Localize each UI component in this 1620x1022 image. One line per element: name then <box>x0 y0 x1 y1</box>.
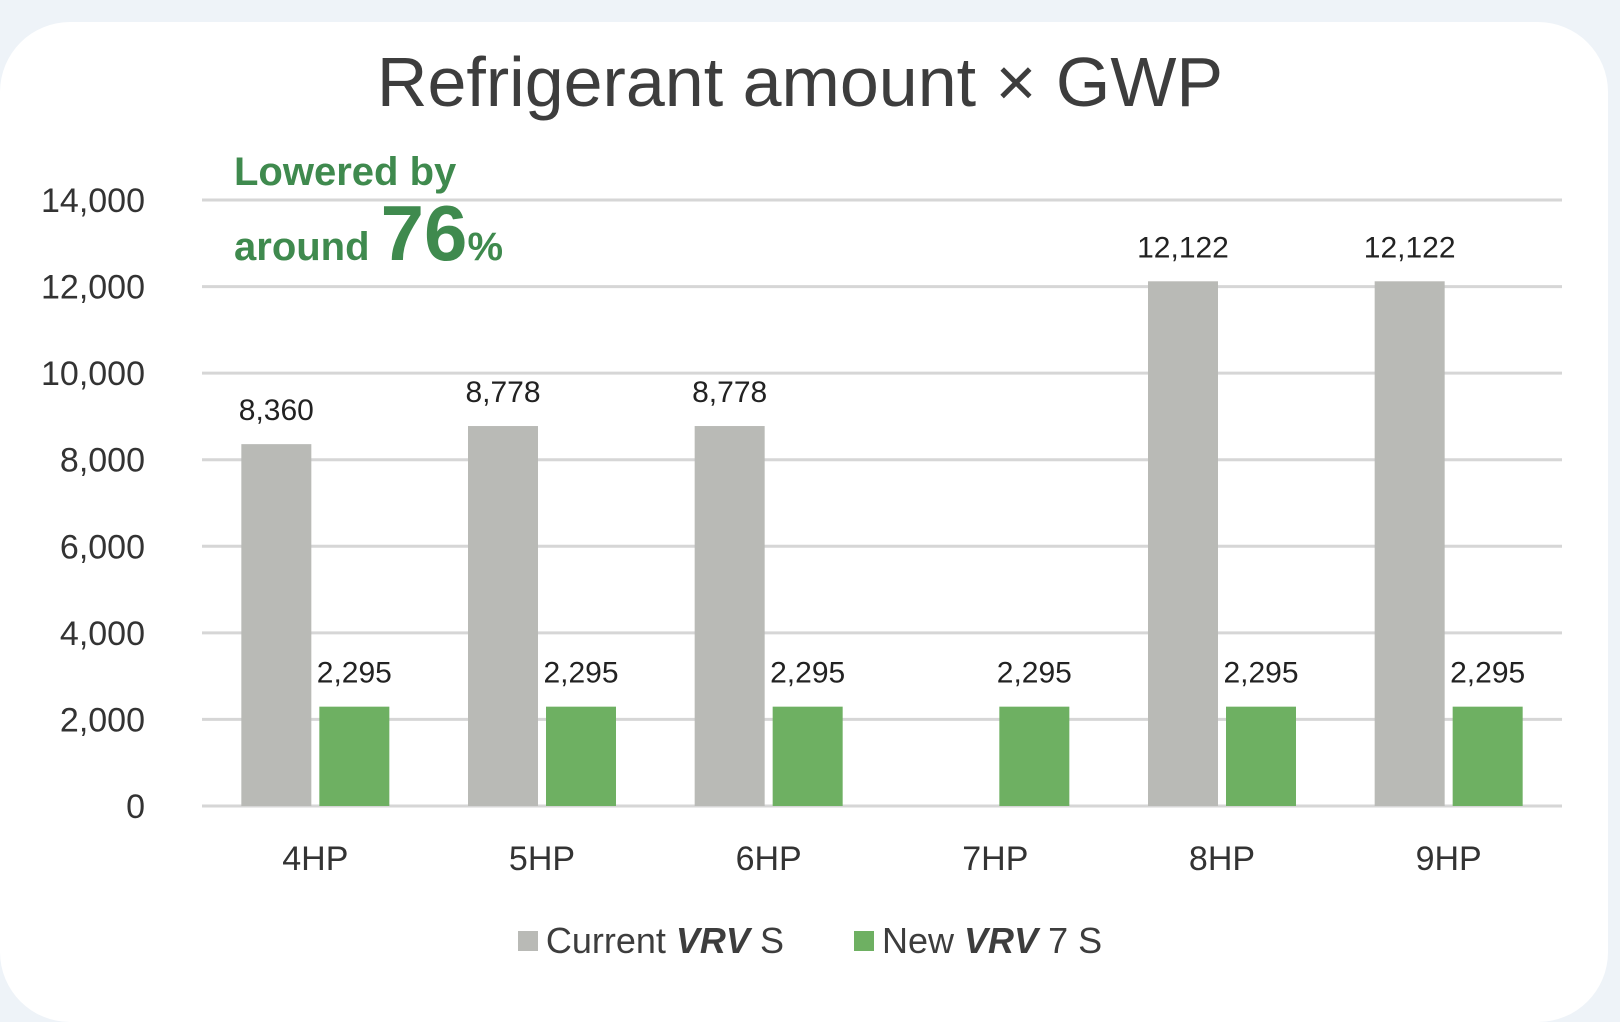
data-label: 2,295 <box>1450 657 1525 690</box>
bar <box>1452 706 1523 806</box>
bar <box>319 706 390 806</box>
callout-prefix: around <box>234 225 370 269</box>
y-tick-label: 10,000 <box>41 355 145 393</box>
y-tick-label: 4,000 <box>60 615 145 653</box>
data-label: 12,122 <box>1137 231 1229 264</box>
data-label: 2,295 <box>997 657 1072 690</box>
legend-label-suffix: 7 S <box>1048 920 1103 962</box>
legend-swatch-current <box>517 930 538 951</box>
bar <box>468 426 538 806</box>
legend-label-prefix: New <box>882 920 955 962</box>
bar <box>1374 281 1445 807</box>
y-tick-label: 2,000 <box>60 701 145 739</box>
chart-legend: Current VRV S New VRV 7 S <box>0 918 1620 962</box>
legend-item-new: New VRV 7 S <box>854 920 1102 962</box>
x-tick-label: 4HP <box>282 840 348 878</box>
bar <box>241 444 312 806</box>
x-tick-label: 9HP <box>1416 840 1482 878</box>
callout-value: 76 <box>380 189 468 277</box>
data-label: 2,295 <box>543 657 618 690</box>
y-tick-label: 0 <box>126 788 145 826</box>
y-tick-label: 8,000 <box>60 442 145 480</box>
bar <box>546 706 616 806</box>
legend-item-current: Current VRV S <box>517 920 784 962</box>
data-label: 2,295 <box>1223 657 1298 690</box>
x-tick-label: 7HP <box>962 840 1028 878</box>
data-label: 8,360 <box>239 394 314 427</box>
y-tick-label: 14,000 <box>41 182 145 220</box>
bar-chart: 0 2,000 4,000 6,000 8,000 10,000 12,000 14,000 8… <box>41 182 1562 878</box>
data-label: 2,295 <box>317 657 392 690</box>
x-tick-label: 8HP <box>1189 840 1255 878</box>
bar <box>694 426 765 806</box>
callout-unit: % <box>467 225 504 269</box>
legend-label-brand: VRV <box>964 920 1039 962</box>
legend-swatch-new <box>854 930 874 951</box>
data-label: 2,295 <box>770 657 845 690</box>
data-label: 8,778 <box>465 376 540 409</box>
bar <box>772 706 843 806</box>
legend-label-suffix: S <box>759 920 784 962</box>
data-label: 8,778 <box>692 376 767 409</box>
bar <box>999 706 1070 806</box>
x-tick-label: 6HP <box>736 840 802 878</box>
legend-label-brand: VRV <box>675 920 750 962</box>
reduction-callout: Lowered by around 76% <box>234 152 503 272</box>
data-label: 12,122 <box>1364 231 1456 264</box>
legend-label-prefix: Current <box>545 920 666 962</box>
chart-title: Refrigerant amount × GWP <box>376 43 1224 121</box>
bar <box>1148 281 1218 807</box>
x-tick-label: 5HP <box>509 840 575 878</box>
bar <box>1226 706 1296 806</box>
callout-line2: around 76% <box>234 194 503 272</box>
y-tick-label: 6,000 <box>60 528 145 566</box>
y-tick-label: 12,000 <box>41 269 145 307</box>
callout-line1: Lowered by <box>234 150 457 194</box>
